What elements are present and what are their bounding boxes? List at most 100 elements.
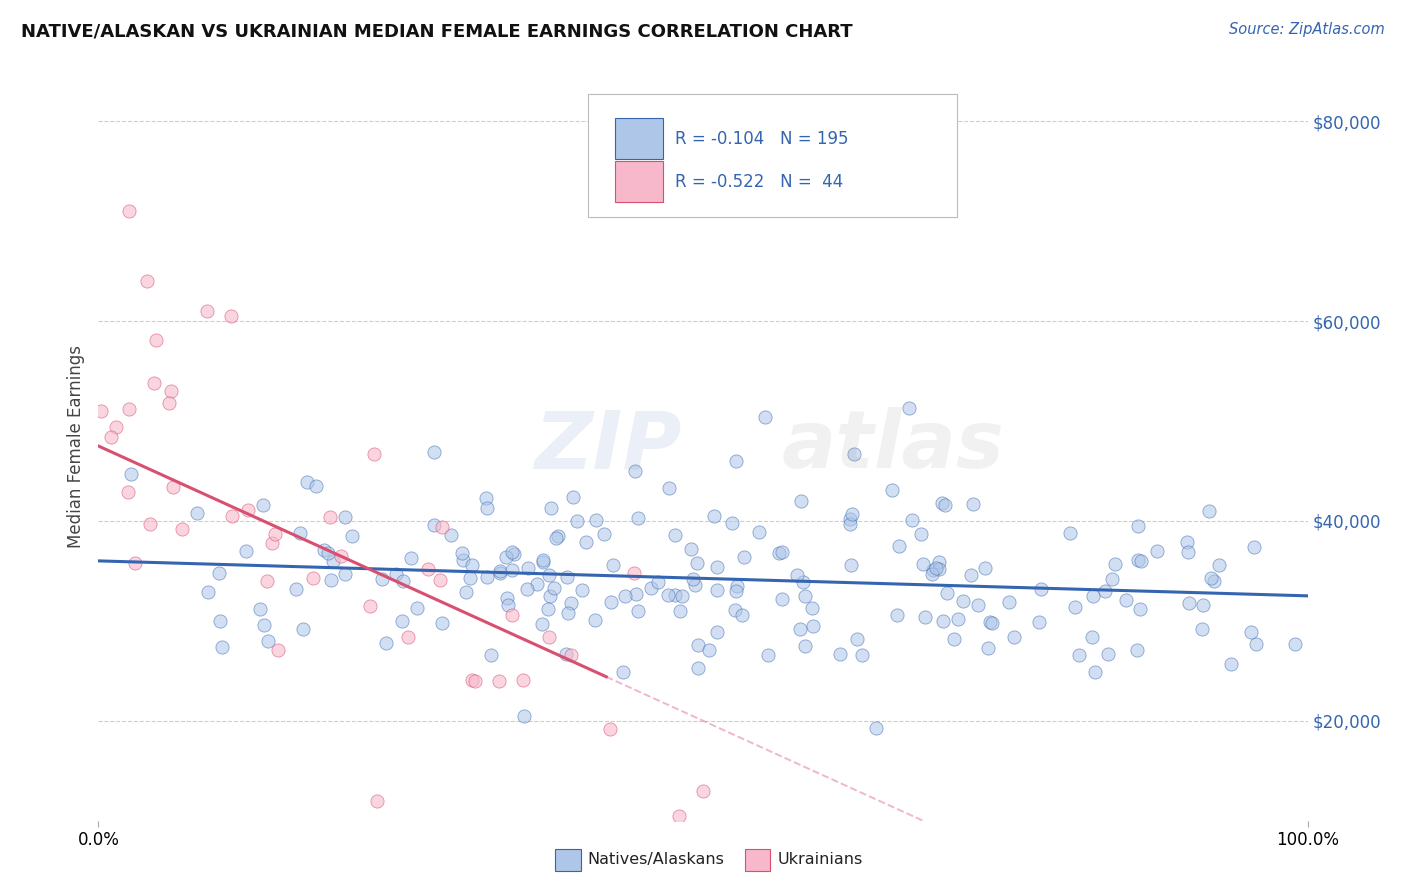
Point xyxy=(627,511,650,525)
Point xyxy=(157,396,180,410)
Point xyxy=(461,673,484,688)
Point xyxy=(1126,519,1149,533)
Point xyxy=(602,558,624,572)
Point xyxy=(865,721,887,735)
Point xyxy=(688,639,710,653)
Point xyxy=(624,587,647,601)
Point xyxy=(912,557,935,571)
Point xyxy=(887,539,910,553)
Point xyxy=(1220,657,1243,671)
Point xyxy=(253,617,276,632)
Point xyxy=(679,542,702,557)
Point xyxy=(195,304,218,318)
Point xyxy=(322,554,344,568)
Text: R = -0.522   N =  44: R = -0.522 N = 44 xyxy=(675,173,844,191)
Point xyxy=(105,419,128,434)
Point xyxy=(901,513,924,527)
Point xyxy=(256,574,278,589)
Point xyxy=(1177,545,1199,559)
Point xyxy=(658,482,681,496)
Point xyxy=(543,581,565,595)
Point xyxy=(1064,599,1087,614)
Point xyxy=(1115,592,1137,607)
Point xyxy=(453,553,475,567)
Point xyxy=(733,549,755,564)
Point xyxy=(120,467,142,482)
Point xyxy=(935,586,957,600)
Point xyxy=(236,503,259,517)
Point xyxy=(117,484,139,499)
Point xyxy=(392,574,415,588)
Point xyxy=(516,582,538,597)
Point xyxy=(1094,584,1116,599)
Point xyxy=(560,596,582,610)
Point xyxy=(479,648,502,663)
Point xyxy=(560,648,582,662)
Point xyxy=(1125,643,1147,657)
Point xyxy=(768,546,790,560)
Point xyxy=(366,794,388,808)
Point xyxy=(640,582,662,596)
Point xyxy=(517,561,540,575)
Point xyxy=(839,558,862,572)
Point xyxy=(623,566,645,581)
Point xyxy=(118,401,141,416)
Point xyxy=(828,647,851,661)
Point xyxy=(145,333,167,347)
Point xyxy=(792,574,814,589)
Point xyxy=(235,544,257,558)
Point xyxy=(488,674,510,689)
Point xyxy=(124,557,146,571)
Point xyxy=(501,545,523,559)
Point xyxy=(706,624,728,639)
Point xyxy=(756,648,779,662)
Point xyxy=(252,498,274,512)
Point xyxy=(842,447,865,461)
Point xyxy=(370,572,392,586)
Point xyxy=(838,511,860,525)
Point xyxy=(537,602,560,616)
Point xyxy=(692,783,714,797)
Point xyxy=(928,556,950,570)
Point xyxy=(685,556,707,570)
Point xyxy=(432,616,454,631)
Point xyxy=(882,483,904,498)
Point xyxy=(731,608,754,623)
Point xyxy=(1192,599,1215,613)
Point xyxy=(1084,665,1107,679)
Point xyxy=(790,494,813,508)
Point xyxy=(456,585,478,599)
Point xyxy=(664,528,686,542)
Point xyxy=(1204,574,1226,589)
Point xyxy=(319,510,342,524)
Point xyxy=(391,614,413,628)
Point xyxy=(312,542,335,557)
Point xyxy=(974,561,997,575)
Point xyxy=(585,514,607,528)
Point xyxy=(1244,637,1267,651)
Point xyxy=(851,648,873,663)
Point xyxy=(1130,554,1153,568)
Point xyxy=(186,506,208,520)
Point xyxy=(932,614,955,628)
Point xyxy=(567,514,589,528)
Point xyxy=(399,550,422,565)
Point xyxy=(160,384,183,398)
Point xyxy=(89,404,111,418)
Point xyxy=(706,582,728,597)
Point xyxy=(803,619,825,633)
Point xyxy=(671,589,693,603)
Point xyxy=(682,572,704,586)
Point xyxy=(925,561,948,575)
Point xyxy=(440,528,463,542)
Point xyxy=(1028,615,1050,629)
Point xyxy=(319,574,342,588)
Point xyxy=(1101,572,1123,586)
Point xyxy=(374,636,396,650)
Point xyxy=(976,641,998,656)
Point xyxy=(886,608,908,623)
Point xyxy=(557,570,579,584)
Point xyxy=(1081,630,1104,644)
Text: Ukrainians: Ukrainians xyxy=(778,853,863,867)
Point xyxy=(669,603,692,617)
